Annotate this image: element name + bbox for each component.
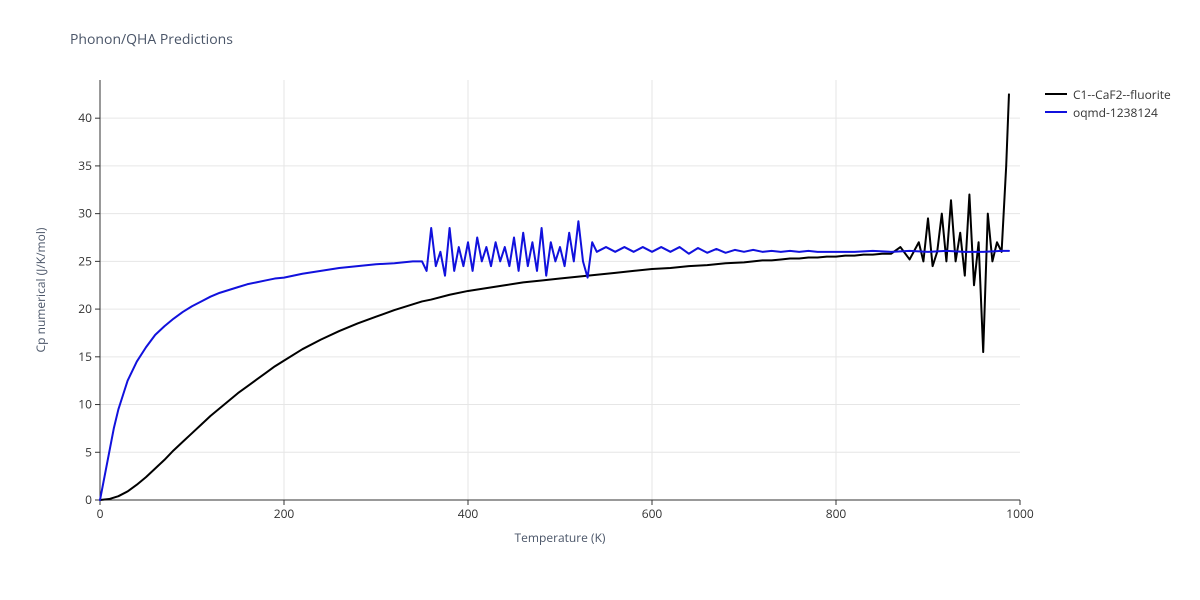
svg-text:800: 800 (826, 505, 847, 522)
legend-label: C1--CaF2--fluorite (1073, 86, 1171, 103)
svg-text:20: 20 (78, 300, 92, 317)
svg-text:0: 0 (85, 491, 92, 508)
legend: C1--CaF2--fluorite oqmd-1238124 (1045, 85, 1171, 121)
legend-item: C1--CaF2--fluorite (1045, 85, 1171, 103)
svg-text:600: 600 (642, 505, 663, 522)
svg-text:40: 40 (78, 109, 92, 126)
svg-text:200: 200 (274, 505, 295, 522)
svg-text:35: 35 (78, 157, 92, 174)
svg-text:Cp numerical (J/K/mol): Cp numerical (J/K/mol) (32, 227, 49, 352)
svg-text:30: 30 (78, 205, 92, 222)
svg-text:1000: 1000 (1006, 505, 1034, 522)
svg-text:15: 15 (78, 348, 92, 365)
svg-text:5: 5 (85, 443, 92, 460)
svg-text:Temperature (K): Temperature (K) (515, 529, 606, 546)
svg-text:400: 400 (458, 505, 479, 522)
legend-label: oqmd-1238124 (1073, 104, 1158, 121)
legend-swatch (1045, 111, 1067, 113)
svg-text:0: 0 (97, 505, 104, 522)
legend-item: oqmd-1238124 (1045, 103, 1171, 121)
svg-text:25: 25 (78, 252, 92, 269)
legend-swatch (1045, 93, 1067, 95)
line-chart: 0 200 400 600 800 1000 0 5 10 15 20 25 30 35 40 Tempera… (0, 0, 1200, 600)
chart-container: 0 200 400 600 800 1000 0 5 10 15 20 25 30 35 40 Tempera… (0, 0, 1200, 600)
svg-text:10: 10 (78, 396, 92, 413)
